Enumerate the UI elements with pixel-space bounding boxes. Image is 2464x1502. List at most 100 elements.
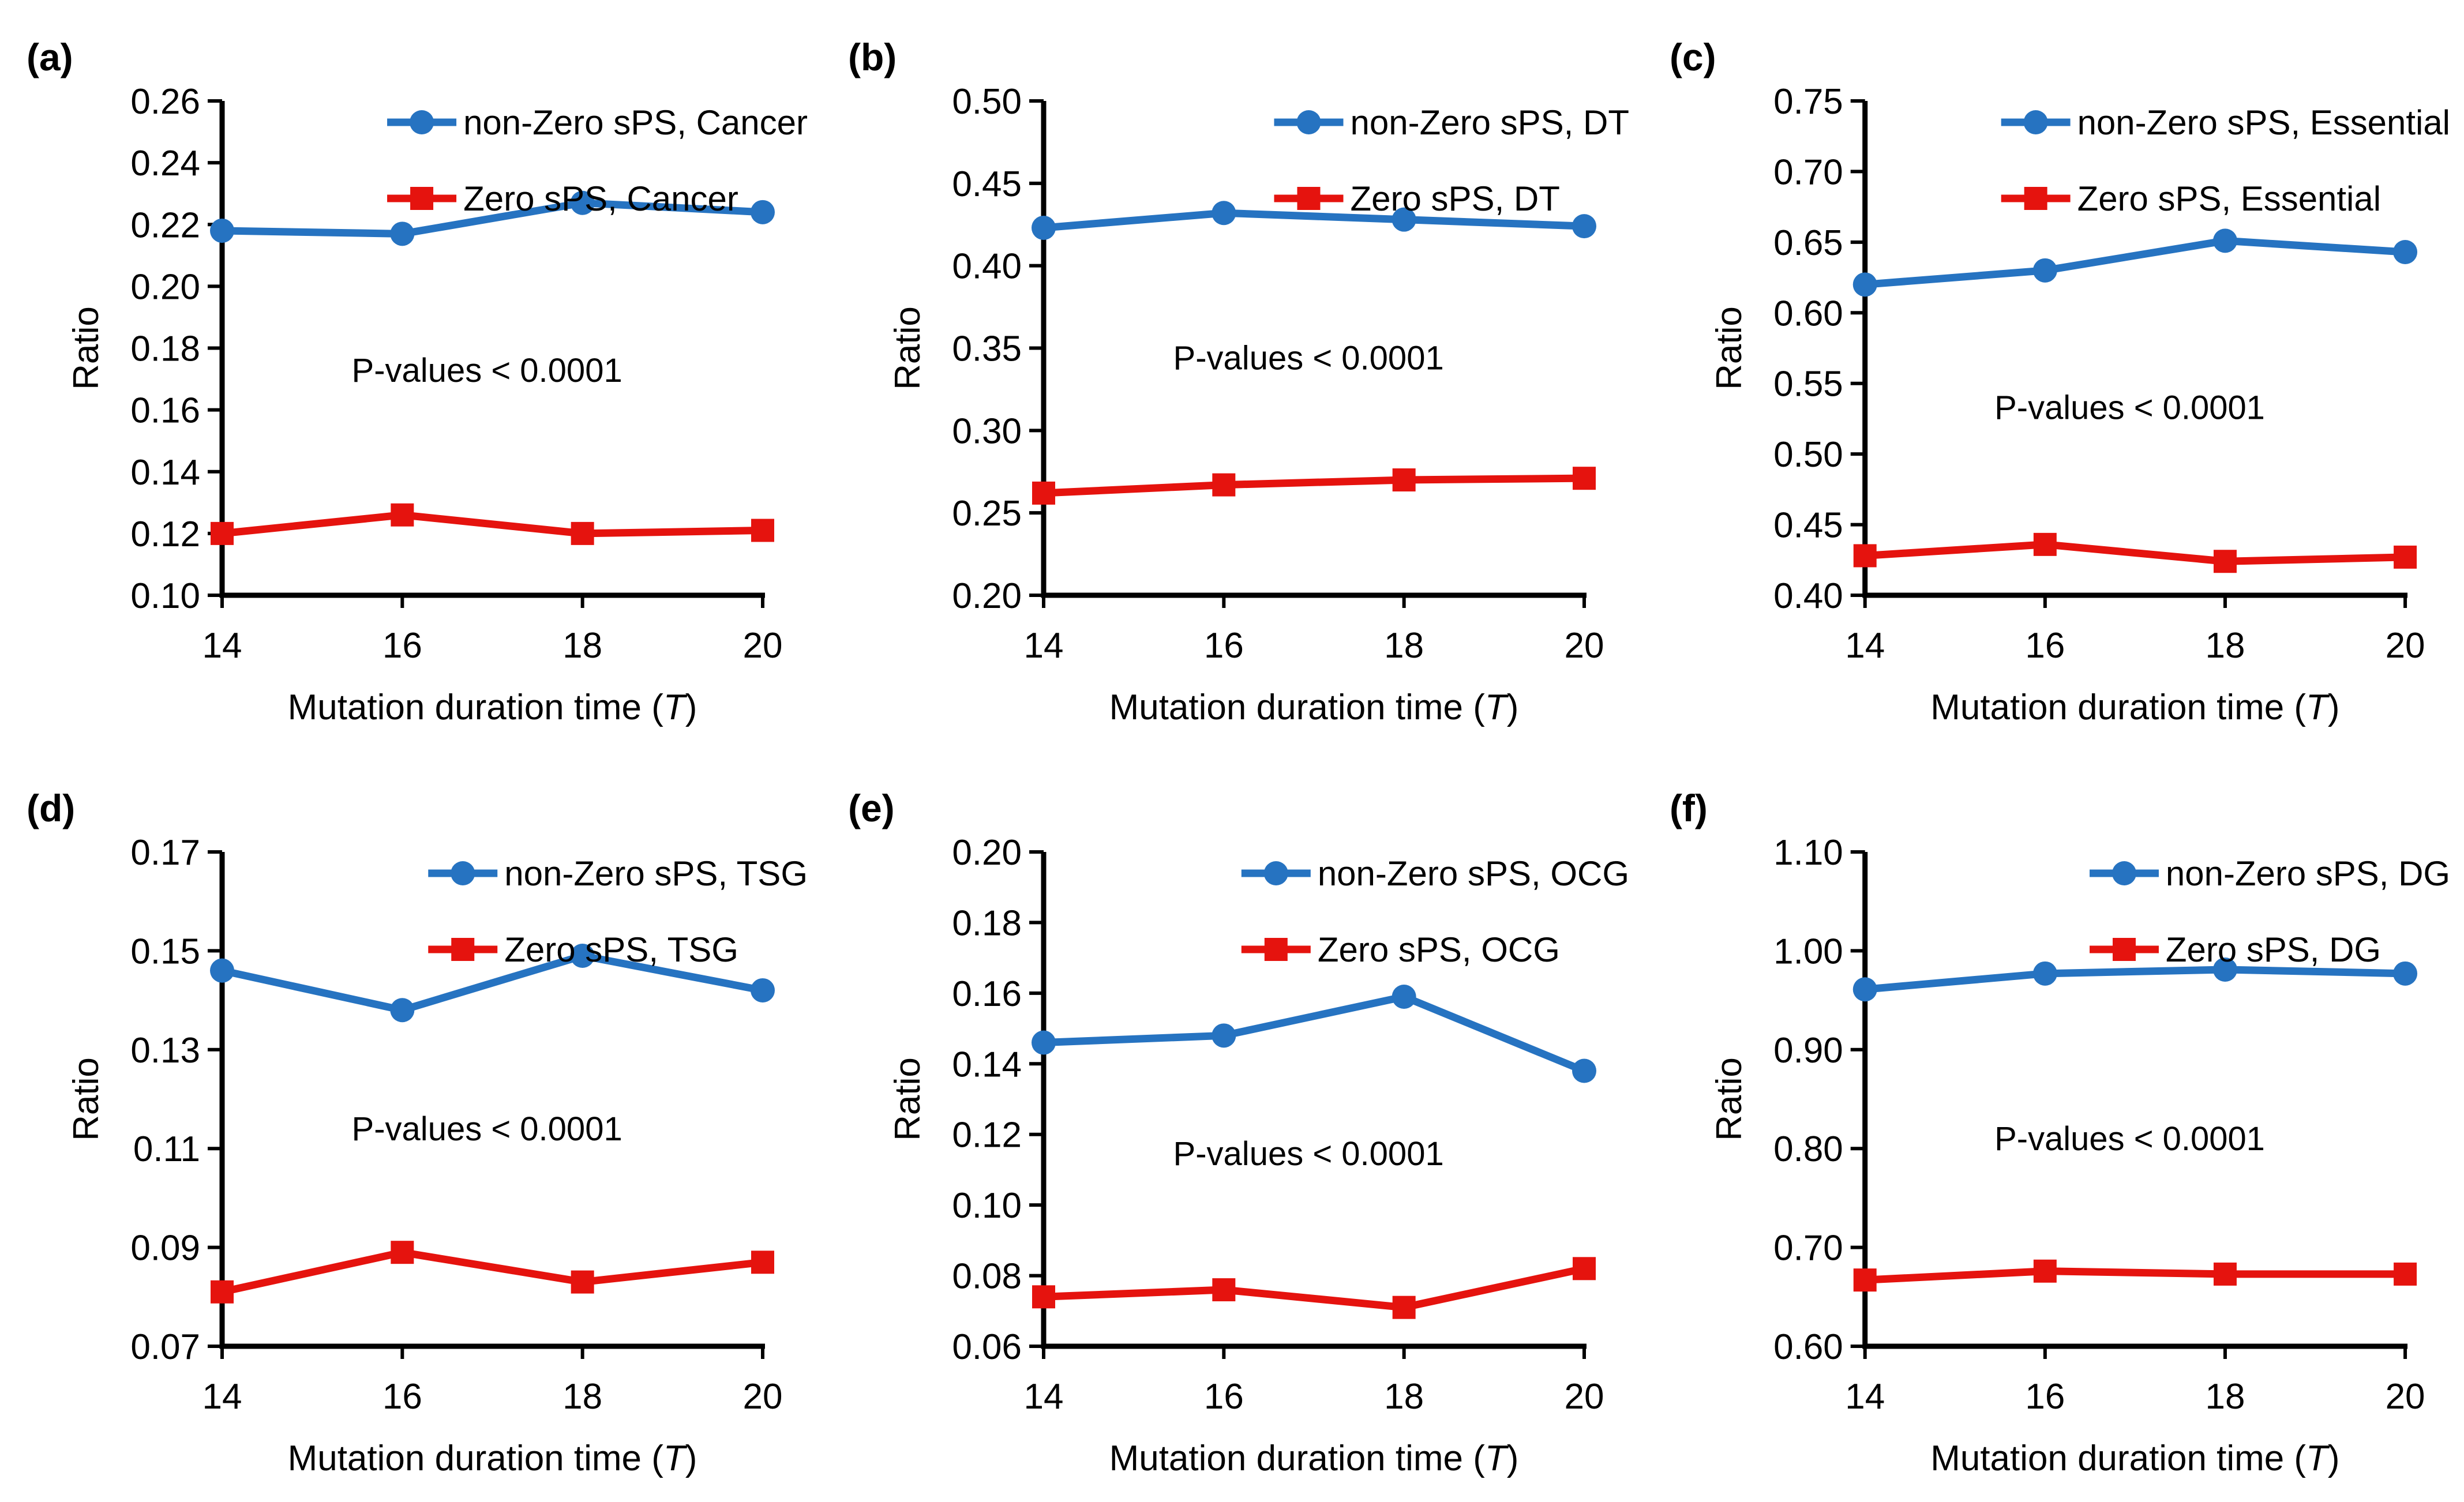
y-tick-label: 1.00	[1773, 932, 1843, 971]
data-point-marker	[2393, 239, 2418, 264]
legend-label: non-Zero sPS, Cancer	[463, 103, 808, 142]
y-tick-label: 0.16	[952, 974, 1022, 1014]
y-tick-label: 0.18	[130, 329, 200, 369]
y-tick-label: 0.07	[130, 1327, 200, 1367]
y-axis-title: Ratio	[66, 1057, 106, 1141]
series-line-zero-sps	[218, 511, 767, 538]
legend-label: non-Zero sPS, DG	[2166, 854, 2450, 893]
y-tick-label: 0.75	[1773, 82, 1843, 122]
y-tick-label: 0.09	[130, 1229, 200, 1268]
legend-marker-square-icon	[2024, 187, 2047, 210]
x-tick-label: 14	[1845, 1377, 1885, 1417]
panel-e: 0.06 0.08 0.10 0.12 0.14 0.16 0.18 0.20 14 16 18 20…	[822, 751, 1643, 1502]
y-tick-label: 0.16	[130, 391, 200, 431]
data-point-marker	[1392, 1296, 1416, 1319]
legend-label: non-Zero sPS, Essential	[2077, 103, 2450, 142]
data-point-marker	[1573, 467, 1596, 490]
series-line-zero-sps	[218, 1248, 767, 1296]
x-tick-label: 18	[2206, 1377, 2245, 1417]
x-tick-label: 14	[1845, 626, 1885, 666]
x-tick-label: 20	[2386, 626, 2425, 666]
x-tick-label: 14	[1024, 1377, 1064, 1417]
data-point-marker	[210, 218, 234, 243]
y-tick-label: 0.18	[952, 903, 1022, 943]
series-line-non-zero-sps	[1861, 966, 2409, 993]
data-point-marker	[2033, 532, 2057, 556]
data-point-marker	[571, 521, 594, 545]
p-value-annotation: P-values < 0.0001	[1173, 340, 1444, 377]
panel-label: (a)	[27, 36, 73, 78]
x-axis-title: Mutation duration time (T)	[1930, 688, 2339, 727]
data-point-marker	[1032, 1285, 1055, 1309]
y-tick-label: 0.10	[952, 1186, 1022, 1226]
data-point-marker	[210, 958, 234, 983]
y-tick-label: 0.26	[130, 82, 200, 122]
data-point-marker	[570, 943, 595, 968]
y-tick-label: 0.70	[1773, 152, 1843, 192]
legend-label: Zero sPS, OCG	[1318, 930, 1560, 969]
y-tick-label: 0.06	[952, 1327, 1022, 1367]
x-tick-label: 16	[2025, 626, 2065, 666]
y-tick-label: 0.20	[130, 267, 200, 307]
x-tick-label: 20	[2386, 1377, 2425, 1417]
panel-f: 0.60 0.70 0.80 0.90 1.00 1.10 14 16 18 20 Mutation…	[1643, 751, 2464, 1502]
legend-label: non-Zero sPS, DT	[1351, 103, 1630, 142]
x-axis-title: Mutation duration time (T)	[288, 1439, 697, 1478]
data-point-marker	[2033, 1259, 2057, 1283]
panel-b: 0.20 0.25 0.30 0.35 0.40 0.45 0.50 14 16 18 20 Muta…	[822, 0, 1643, 751]
x-tick-label: 16	[382, 1377, 422, 1417]
data-point-marker	[2212, 957, 2237, 982]
y-tick-label: 0.35	[952, 329, 1022, 369]
data-point-marker	[211, 1280, 234, 1304]
x-axis-title: Mutation duration time (T)	[1109, 1439, 1519, 1478]
data-point-marker	[390, 221, 415, 246]
x-tick-label: 18	[1384, 626, 1424, 666]
legend-label: Zero sPS, Essential	[2077, 179, 2381, 218]
data-point-marker	[1212, 473, 1236, 497]
legend-marker-circle-icon	[451, 861, 475, 885]
x-tick-label: 14	[1024, 626, 1064, 666]
data-point-marker	[571, 1270, 594, 1294]
y-tick-label: 0.45	[1773, 506, 1843, 546]
data-point-marker	[391, 1241, 414, 1264]
y-tick-label: 0.55	[1773, 365, 1843, 404]
p-value-annotation: P-values < 0.0001	[1994, 1121, 2265, 1158]
y-tick-label: 0.20	[952, 576, 1022, 616]
y-axis-title: Ratio	[888, 306, 928, 390]
x-tick-label: 18	[2206, 626, 2245, 666]
data-point-marker	[390, 998, 415, 1023]
y-tick-label: 0.65	[1773, 223, 1843, 263]
chart-e: 0.06 0.08 0.10 0.12 0.14 0.16 0.18 0.20 14 16 18 20…	[848, 787, 1629, 1478]
x-tick-label: 18	[1384, 1377, 1424, 1417]
panel-c: 0.40 0.45 0.50 0.55 0.60 0.65 0.70 0.75 14 16 18 20…	[1643, 0, 2464, 751]
data-point-marker	[1032, 215, 1056, 240]
y-tick-label: 0.40	[1773, 576, 1843, 616]
x-tick-label: 20	[1565, 626, 1604, 666]
data-point-marker	[1032, 481, 1055, 505]
y-tick-label: 0.45	[952, 164, 1022, 204]
x-tick-label: 20	[1565, 1377, 1604, 1417]
panel-d: 0.07 0.09 0.11 0.13 0.15 0.17 14 16 18 20 Mutation…	[0, 751, 822, 1502]
y-tick-label: 1.10	[1773, 833, 1843, 873]
panel-label: (c)	[1670, 36, 1716, 78]
data-point-marker	[1392, 984, 1416, 1009]
series-line-non-zero-sps	[218, 199, 767, 238]
data-point-marker	[1573, 1257, 1596, 1281]
y-tick-label: 0.50	[952, 82, 1022, 122]
y-tick-label: 0.80	[1773, 1129, 1843, 1169]
data-point-marker	[2212, 228, 2237, 253]
panel-label: (d)	[27, 787, 75, 829]
legend-marker-square-icon	[2113, 938, 2136, 961]
legend-marker-circle-icon	[2023, 110, 2048, 134]
x-tick-label: 16	[382, 626, 422, 666]
data-point-marker	[751, 519, 774, 542]
data-point-marker	[1852, 977, 1877, 1002]
y-tick-label: 0.12	[130, 515, 200, 554]
data-point-marker	[1853, 544, 1877, 568]
p-value-annotation: P-values < 0.0001	[1173, 1135, 1444, 1173]
p-value-annotation: P-values < 0.0001	[352, 352, 622, 389]
x-axis-title: Mutation duration time (T)	[1109, 688, 1519, 727]
data-point-marker	[570, 190, 595, 215]
legend-marker-circle-icon	[410, 110, 434, 134]
data-point-marker	[751, 200, 775, 224]
